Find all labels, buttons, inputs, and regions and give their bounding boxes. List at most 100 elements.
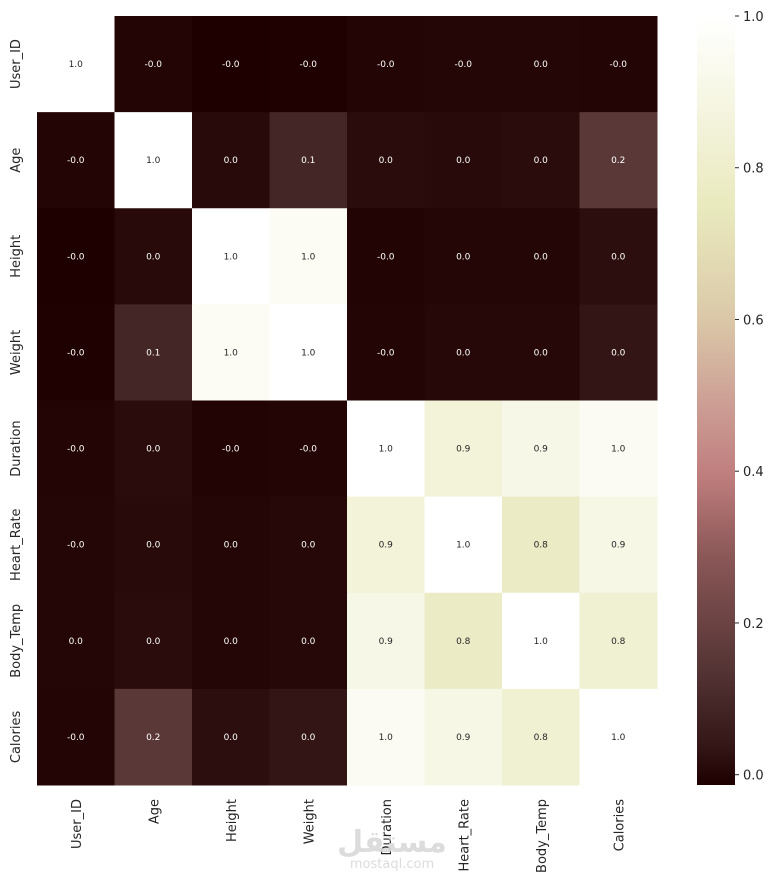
heatmap-cell xyxy=(347,16,425,113)
heatmap-cell xyxy=(347,304,425,401)
colorbar-tick-label: 0.0 xyxy=(743,769,764,784)
colorbar-tick-label: 0.8 xyxy=(743,162,764,177)
heatmap-cell xyxy=(37,208,115,305)
cell-annotation: 1.0 xyxy=(224,348,239,358)
heatmap-cell xyxy=(347,688,425,786)
cell-annotation: -0.0 xyxy=(222,445,240,455)
cell-annotation: 0.9 xyxy=(379,637,394,647)
cell-annotation: 0.0 xyxy=(301,541,316,551)
heatmap-cell xyxy=(347,592,425,690)
cell-annotation: 0.2 xyxy=(611,156,625,166)
heatmap-cell xyxy=(192,688,270,786)
x-tick-label: User_ID xyxy=(70,799,85,849)
heatmap-cell xyxy=(269,592,348,690)
cell-annotation: 1.0 xyxy=(534,637,549,647)
cell-annotation: 0.0 xyxy=(611,348,626,358)
cell-annotation: 0.0 xyxy=(456,348,471,358)
heatmap-cell xyxy=(37,400,115,498)
cell-annotation: 1.0 xyxy=(611,733,626,743)
cell-annotation: 1.0 xyxy=(69,60,84,70)
cell-annotation: 1.0 xyxy=(146,156,161,166)
cell-annotation: 0.1 xyxy=(301,156,315,166)
colorbar-tick-label: 0.2 xyxy=(743,617,764,632)
cell-annotation: 0.0 xyxy=(146,252,161,262)
cell-annotation: 0.0 xyxy=(534,252,549,262)
heatmap-cell xyxy=(37,16,115,113)
cell-annotation: -0.0 xyxy=(67,156,85,166)
cell-annotation: -0.0 xyxy=(144,60,162,70)
heatmap-cell xyxy=(269,688,348,786)
heatmap-cell xyxy=(347,496,425,594)
cell-annotation: 0.0 xyxy=(146,445,161,455)
cell-annotation: 1.0 xyxy=(456,541,471,551)
cell-annotation: 1.0 xyxy=(301,252,316,262)
heatmap-cell xyxy=(37,112,115,209)
cell-annotation: 0.0 xyxy=(379,156,394,166)
colorbar: 0.0 0.2 0.4 0.6 0.8 1.0 xyxy=(697,10,764,785)
cell-annotation: -0.0 xyxy=(377,60,395,70)
heatmap-cell xyxy=(114,112,193,209)
heatmap-cell xyxy=(37,304,115,401)
heatmap-cell xyxy=(114,592,193,690)
heatmap-cell xyxy=(424,112,503,209)
heatmap-cell xyxy=(192,304,270,401)
cell-annotation: -0.0 xyxy=(299,445,317,455)
heatmap-cell xyxy=(192,208,270,305)
y-tick-label: User_ID xyxy=(9,39,24,89)
heatmap-cell xyxy=(579,112,658,209)
cell-annotation: 0.0 xyxy=(456,252,471,262)
heatmap-cell xyxy=(347,400,425,498)
heatmap-cell xyxy=(37,496,115,594)
cell-annotation: 0.0 xyxy=(611,252,626,262)
heatmap-cell xyxy=(502,304,580,401)
heatmap-cell xyxy=(192,592,270,690)
x-tick-label: Heart_Rate xyxy=(457,799,472,872)
colorbar-gradient xyxy=(697,16,735,785)
heatmap-cell xyxy=(579,592,658,690)
heatmap-cell xyxy=(424,688,503,786)
heatmap-cell xyxy=(269,112,348,209)
heatmap-cell xyxy=(424,592,503,690)
cell-annotation: -0.0 xyxy=(67,445,85,455)
heatmap-cell xyxy=(424,496,503,594)
heatmap-cell xyxy=(269,208,348,305)
x-tick-label: Age xyxy=(147,799,162,824)
heatmap-cell xyxy=(192,16,270,113)
cell-annotation: -0.0 xyxy=(377,348,395,358)
heatmap-cell xyxy=(579,400,658,498)
cell-annotation: 0.9 xyxy=(456,445,471,455)
cell-annotation: 1.0 xyxy=(224,252,239,262)
x-tick-label: Height xyxy=(225,799,240,842)
x-tick-label: Weight xyxy=(302,799,317,844)
heatmap-cell xyxy=(579,688,658,786)
heatmap-cell xyxy=(192,400,270,498)
heatmap-cell xyxy=(114,688,193,786)
heatmap-cell xyxy=(579,208,658,305)
watermark-arabic: مستقل xyxy=(337,825,447,860)
cell-annotation: 0.0 xyxy=(224,541,239,551)
heatmap-cell xyxy=(37,688,115,786)
heatmap-cell xyxy=(347,208,425,305)
cell-annotation: 1.0 xyxy=(611,445,626,455)
cell-annotation: 0.0 xyxy=(146,637,161,647)
heatmap-cell xyxy=(424,400,503,498)
y-tick-labels: User_ID Age Height Weight Duration Heart_Rate… xyxy=(9,39,24,763)
cell-annotation: -0.0 xyxy=(222,60,240,70)
heatmap-cell xyxy=(192,496,270,594)
heatmap-cell xyxy=(269,496,348,594)
cell-annotation: 0.0 xyxy=(224,733,239,743)
heatmap-cell xyxy=(114,208,193,305)
cell-annotation: -0.0 xyxy=(67,733,85,743)
x-tick-label: Calories xyxy=(612,799,627,852)
y-tick-label: Heart_Rate xyxy=(9,508,24,581)
heatmap-cell xyxy=(502,208,580,305)
cell-annotation: 0.8 xyxy=(534,541,549,551)
heatmap-cell xyxy=(192,112,270,209)
cell-annotation: 0.9 xyxy=(534,445,549,455)
heatmap-cell xyxy=(502,16,580,113)
heatmap-cell xyxy=(502,496,580,594)
y-tick-label: Calories xyxy=(9,711,24,764)
heatmap-cell xyxy=(424,304,503,401)
heatmap-cell xyxy=(579,16,658,113)
